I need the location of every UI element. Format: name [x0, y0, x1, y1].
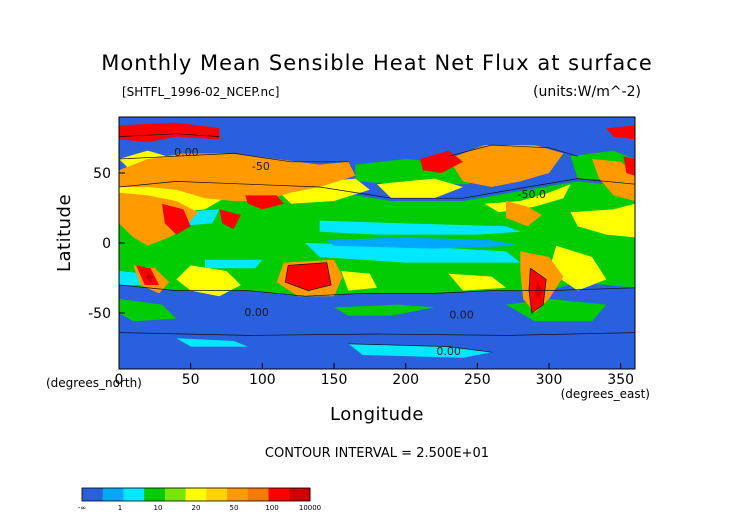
- flux-region: [341, 271, 377, 291]
- flux-region: [623, 156, 635, 176]
- legend-label: 10000: [299, 504, 321, 512]
- contour-interval-note: CONTOUR INTERVAL = 2.500E+01: [265, 446, 489, 461]
- legend-swatch: [227, 488, 249, 501]
- contour-line: [448, 144, 578, 157]
- x-tick-label: 200: [392, 372, 419, 388]
- legend-swatch: [164, 488, 187, 501]
- contour-label: 0.00: [244, 306, 269, 319]
- flux-region: [549, 245, 607, 291]
- flux-region: [162, 203, 191, 235]
- flux-region: [176, 265, 241, 297]
- contour-line: [284, 262, 332, 291]
- legend-label: 100: [265, 504, 278, 512]
- x-tick-label: 50: [182, 372, 200, 388]
- flux-region: [448, 273, 506, 291]
- legend-label: 50: [230, 504, 239, 512]
- contour-line: [119, 178, 635, 199]
- flux-region: [448, 145, 564, 187]
- y-axis: -50 0 50: [88, 166, 125, 322]
- legend-swatch: [268, 488, 290, 501]
- contour-label: 0.00: [174, 146, 199, 159]
- flux-region: [119, 299, 177, 322]
- contour-label: -50: [252, 160, 270, 173]
- legend-swatch: [289, 488, 311, 501]
- legend-label: 20: [192, 504, 201, 512]
- flux-region: [285, 262, 332, 291]
- legend-swatch: [247, 488, 269, 501]
- contour-line: [528, 267, 547, 314]
- chart-title: Monthly Mean Sensible Heat Net Flux at s…: [101, 51, 653, 75]
- y-unit-label: (degrees_north): [46, 376, 142, 390]
- contour-line: [119, 133, 220, 137]
- legend-label: 10: [154, 504, 163, 512]
- contour-line: [119, 153, 349, 163]
- flux-region: [506, 201, 542, 227]
- flux-region: [119, 122, 220, 143]
- y-tick-label: 50: [93, 166, 111, 182]
- y-axis-label: Latitude: [54, 194, 75, 272]
- flux-region: [606, 125, 635, 140]
- y-tick-label: 0: [102, 236, 111, 252]
- source-file-label: [SHTFL_1996-02_NCEP.nc]: [122, 85, 279, 99]
- color-legend: -∞ 1 10 20 50 100 10000: [78, 487, 321, 512]
- legend-swatch: [185, 488, 207, 501]
- flux-region: [205, 259, 263, 269]
- flux-region: [146, 271, 154, 283]
- x-tick-label: 100: [249, 372, 276, 388]
- flux-region: [305, 243, 521, 263]
- legend-swatch: [123, 488, 145, 501]
- legend-swatch: [102, 488, 124, 501]
- flux-region: [334, 304, 435, 316]
- x-tick-label: 350: [607, 372, 634, 388]
- x-tick-label: 0: [115, 372, 124, 388]
- flux-field: [119, 122, 635, 369]
- contour-lines: [119, 133, 635, 353]
- contour-line: [119, 332, 635, 336]
- flux-region: [245, 195, 284, 210]
- contour-label: -50.0: [518, 188, 546, 201]
- flux-region: [276, 178, 370, 204]
- flux-region: [570, 203, 635, 238]
- legend-label: 1: [118, 504, 122, 512]
- flux-region: [377, 178, 463, 199]
- legend-swatch: [82, 488, 104, 501]
- x-axis: 0 50 100 150 200 250 300 350: [115, 363, 634, 388]
- x-unit-label: (degrees_east): [561, 387, 650, 401]
- x-tick-label: 250: [464, 372, 491, 388]
- x-tick-label: 150: [321, 372, 348, 388]
- contour-line: [348, 343, 492, 353]
- contour-line: [119, 284, 635, 297]
- contour-labels: 0.00 -50 0.00 0.00 0.00 -50.0: [174, 146, 546, 358]
- legend-label: -∞: [78, 504, 86, 512]
- flux-region: [119, 153, 356, 201]
- flux-region: [420, 150, 463, 173]
- contour-label: 0.00: [436, 345, 461, 358]
- x-tick-label: 300: [536, 372, 563, 388]
- flux-region: [326, 237, 521, 249]
- flux-region: [219, 209, 241, 229]
- flux-region: [348, 343, 492, 358]
- legend-swatch: [206, 488, 228, 501]
- y-tick-label: -50: [88, 306, 111, 322]
- flux-region: [176, 338, 248, 347]
- legend-swatch: [144, 488, 166, 501]
- flux-region: [592, 159, 635, 201]
- x-axis-label: Longitude: [330, 404, 424, 425]
- contour-label: 0.00: [449, 309, 474, 322]
- flux-region: [319, 220, 521, 235]
- plot-area: 0.00 -50 0.00 0.00 0.00 -50.0: [118, 116, 636, 370]
- units-label: (units:W/m^-2): [533, 84, 641, 100]
- flux-region: [119, 192, 198, 246]
